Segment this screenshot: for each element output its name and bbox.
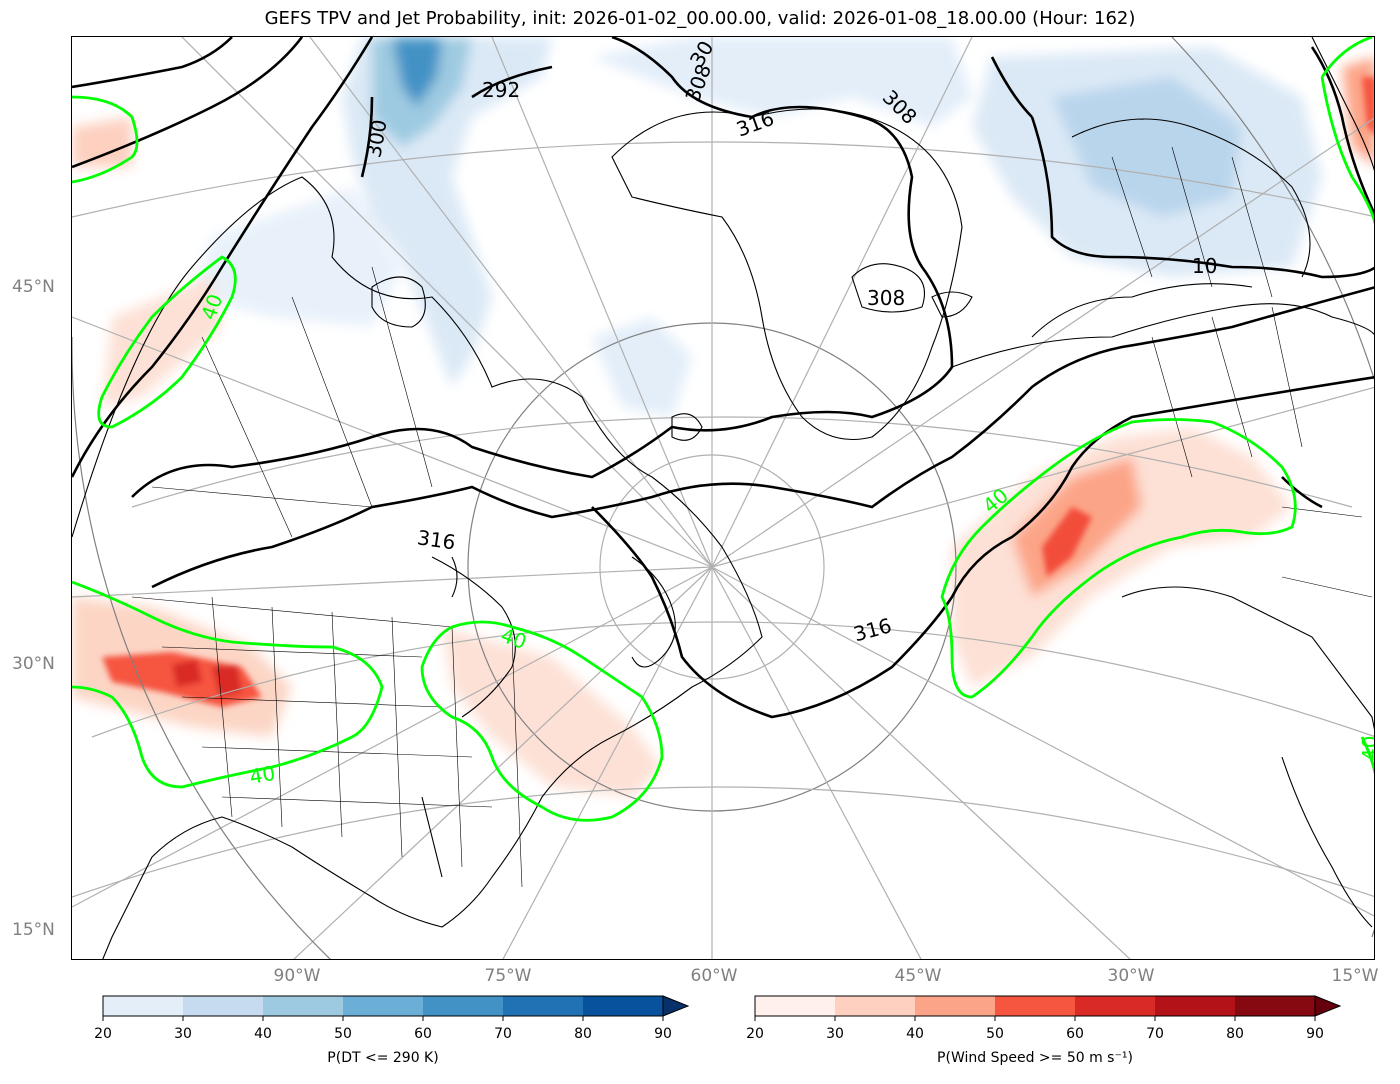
lon-label: 75°W [484, 966, 532, 986]
colorbar-tick-label: 80 [574, 1026, 592, 1042]
colorbar-tick-label: 50 [334, 1026, 352, 1042]
jet-label: 40 [248, 761, 277, 789]
lon-label: 15°W [1331, 966, 1379, 986]
lon-label: 90°W [273, 966, 321, 986]
colorbar-outline [102, 995, 664, 1017]
tpv-colorbar-svg [102, 995, 690, 1021]
colorbar-segment [835, 996, 915, 1016]
graticule [72, 37, 1374, 959]
colorbar-segment [343, 996, 423, 1016]
colorbar-segment [915, 996, 995, 1016]
colorbar-tick-label: 50 [986, 1026, 1004, 1042]
colorbar-segment [1155, 996, 1235, 1016]
lat-label: 45°N [12, 277, 55, 297]
colorbar-segment [583, 996, 663, 1016]
colorbar-segment [103, 996, 183, 1016]
theta-label: 292 [482, 78, 520, 102]
colorbar-extend-arrow [1314, 995, 1342, 1017]
colorbar-segment [995, 996, 1075, 1016]
lon-label: 30°W [1107, 966, 1155, 986]
colorbar-segment [423, 996, 503, 1016]
colorbar-tick-label: 20 [746, 1026, 764, 1042]
colorbar-segment [755, 996, 835, 1016]
colorbar-tick-label: 40 [254, 1026, 272, 1042]
jet-colorbar [754, 995, 1355, 1021]
coastlines [72, 37, 1374, 959]
theta-label: 316 [851, 613, 894, 646]
colorbar-outline [754, 995, 1316, 1017]
figure-title: GEFS TPV and Jet Probability, init: 2026… [264, 8, 1136, 29]
colorbar-tick-label: 70 [494, 1026, 512, 1042]
lon-label: 45°W [894, 966, 942, 986]
colorbar-segment [263, 996, 343, 1016]
theta-label: 316 [416, 525, 457, 554]
jet-label: 40 [1358, 736, 1375, 761]
tpv-probability-shading [192, 37, 1322, 417]
theta-label: 316 [733, 106, 777, 142]
jet-contours [72, 37, 1374, 822]
colorbar-tick-label: 70 [1146, 1026, 1164, 1042]
theta-contours [72, 37, 1374, 719]
colorbar-tick-label: 90 [654, 1026, 672, 1042]
colorbar-tick-label: 90 [1306, 1026, 1324, 1042]
colorbar-tick-label: 60 [414, 1026, 432, 1042]
colorbar-segment [503, 996, 583, 1016]
theta-label: 308 [867, 286, 905, 310]
colorbar-tick-label: 20 [94, 1026, 112, 1042]
colorbar-tick-label: 40 [906, 1026, 924, 1042]
lat-label: 15°N [12, 920, 55, 940]
colorbar-extend-arrow [662, 995, 690, 1017]
map-panel: 300 292 308 316 308 308 316 316 30 10 40… [71, 36, 1375, 960]
map-svg: 300 292 308 316 308 308 316 316 30 10 40… [72, 37, 1375, 959]
lon-label: 60°W [690, 966, 738, 986]
lat-label: 30°N [12, 654, 55, 674]
political-borders [131, 146, 1373, 888]
jet-colorbar-label: P(Wind Speed >= 50 m s⁻¹) [937, 1050, 1133, 1066]
colorbar-tick-label: 30 [826, 1026, 844, 1042]
colorbar-tick-label: 60 [1066, 1026, 1084, 1042]
tpv-colorbar-label: P(DT <= 290 K) [327, 1050, 439, 1066]
colorbar-segment [1235, 996, 1315, 1016]
jet-colorbar-svg [754, 995, 1342, 1021]
colorbar-segment [183, 996, 263, 1016]
colorbar-segment [1075, 996, 1155, 1016]
colorbar-tick-label: 80 [1226, 1026, 1244, 1042]
tpv-colorbar [102, 995, 703, 1021]
colorbar-tick-label: 30 [174, 1026, 192, 1042]
theta-label: 10 [1192, 254, 1217, 278]
